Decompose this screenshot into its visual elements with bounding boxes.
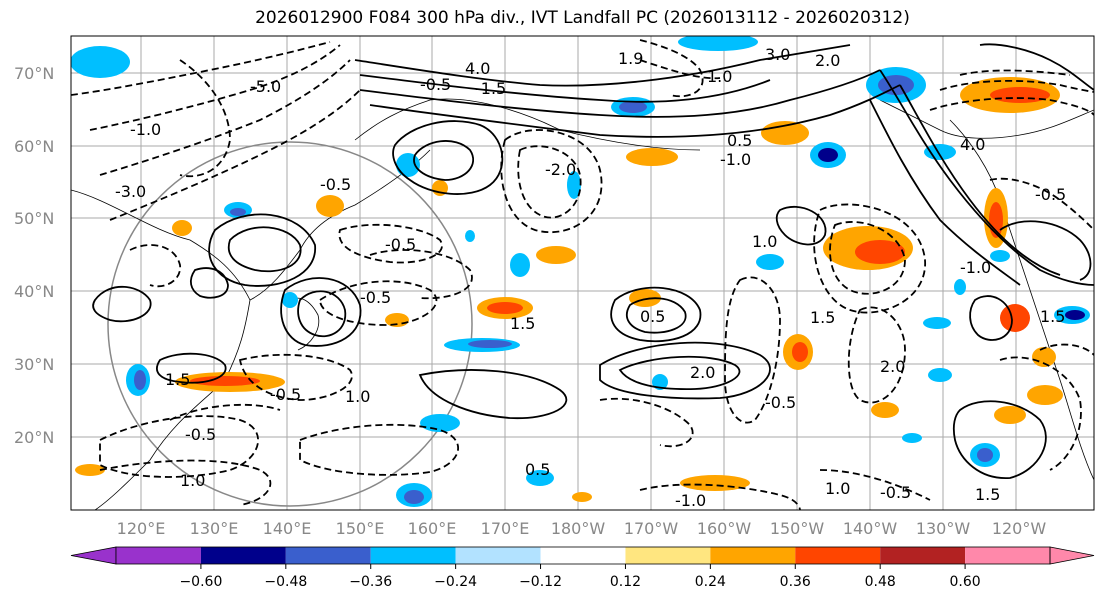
contour-label: 1.5	[510, 314, 535, 333]
lat-label: 30°N	[14, 355, 54, 374]
latitude-axis: 70°N 60°N 50°N 40°N 30°N 20°N	[14, 64, 54, 447]
contour-label: 1.5	[975, 485, 1000, 504]
colorbar-extend-max	[1049, 546, 1095, 565]
contour-label: 3.0	[765, 45, 790, 64]
colorbar-tick-label: −0.24	[434, 574, 477, 590]
contour-label: -0.5	[185, 425, 216, 444]
contour-label: -0.5	[385, 235, 416, 254]
colorbar-segment	[710, 547, 796, 564]
contour-label: 4.0	[465, 59, 490, 78]
colorbar-ticks: −0.60 −0.48 −0.36 −0.24 −0.12 0.12 0.24 0.36 0.4…	[179, 564, 981, 590]
contour-label: -0.5	[1035, 185, 1066, 204]
colorbar-tick-label: −0.60	[179, 574, 222, 590]
colorbar-segment	[880, 547, 966, 564]
negative-divergence-fills	[71, 36, 1090, 507]
contour-label: -3.0	[115, 182, 146, 201]
contour-label: 2.0	[815, 51, 840, 70]
contour-label: -2.0	[545, 160, 576, 179]
contour-label: -1.0	[960, 258, 991, 277]
lon-label: 120°W	[992, 519, 1047, 538]
lat-label: 20°N	[14, 428, 54, 447]
colorbar-tick-label: 0.60	[950, 574, 981, 590]
contour-label: -5.0	[250, 77, 281, 96]
colorbar-segment	[116, 547, 201, 564]
contour-label: 1.0	[180, 471, 205, 490]
colorbar-segment	[625, 547, 711, 564]
contour-label: -1.0	[675, 491, 706, 510]
map-title: 2026012900 F084 300 hPa div., IVT Landfa…	[255, 8, 910, 28]
lon-label: 160°W	[697, 519, 752, 538]
contour-label: 1.0	[707, 67, 732, 86]
colorbar-tick-label: 0.36	[780, 574, 811, 590]
colorbar-segment	[965, 547, 1050, 564]
contour-label: 2.0	[880, 357, 905, 376]
negative-contours	[71, 39, 1094, 510]
contour-label: -0.5	[420, 75, 451, 94]
contour-label: 2.0	[690, 363, 715, 382]
map-border	[70, 35, 1095, 511]
contour-label: 1.0	[345, 387, 370, 406]
contour-label: -0.5	[360, 288, 391, 307]
contour-label: -1.0	[720, 150, 751, 169]
lon-label: 130°E	[190, 519, 239, 538]
contour-label: 1.9	[618, 49, 643, 68]
colorbar-segment	[795, 547, 881, 564]
contour-label: -1.5	[475, 79, 506, 98]
colorbar-tick-label: 0.12	[610, 574, 641, 590]
contour-label: 1.0	[752, 232, 777, 251]
lon-label: 130°W	[916, 519, 971, 538]
colorbar-segment	[540, 547, 626, 564]
longitude-axis: 120°E 130°E 140°E 150°E 160°E 170°E 180°…	[117, 519, 1047, 538]
contour-label: -0.5	[320, 175, 351, 194]
lon-label: 150°W	[770, 519, 825, 538]
contour-label: 0.5	[640, 307, 665, 326]
colorbar-tick-label: −0.12	[519, 574, 562, 590]
colorbar-extend-min	[70, 546, 117, 565]
lon-label: 170°E	[481, 519, 530, 538]
contour-label: 1.0	[825, 479, 850, 498]
colorbar-segment	[200, 547, 286, 564]
contour-label: -0.5	[880, 483, 911, 502]
landfall-radius-circle	[107, 141, 473, 507]
contour-label: 0.5	[727, 131, 752, 150]
lon-label: 140°E	[263, 519, 312, 538]
lat-label: 50°N	[14, 209, 54, 228]
lon-label: 180°W	[551, 519, 606, 538]
colorbar-segment	[370, 547, 456, 564]
lon-label: 160°E	[408, 519, 457, 538]
contour-label: -0.5	[765, 393, 796, 412]
graticule	[71, 36, 1094, 510]
lon-label: 150°E	[336, 519, 385, 538]
contour-label: -0.5	[270, 385, 301, 404]
colorbar-border	[115, 546, 1051, 565]
contour-label: -1.0	[130, 120, 161, 139]
positive-contours	[92, 43, 1094, 479]
colorbar-segment	[285, 547, 371, 564]
map-content: 3.0 2.0 1.0 1.9 4.0 -0.5 -1.5 -1.0 -5.0 …	[71, 36, 1094, 510]
colorbar-tick-label: 0.24	[695, 574, 726, 590]
contour-labels: 3.0 2.0 1.0 1.9 4.0 -0.5 -1.5 -1.0 -5.0 …	[115, 45, 1066, 510]
coastlines	[71, 98, 1094, 510]
contour-label: 1.5	[165, 370, 190, 389]
positive-divergence-fills	[75, 77, 1063, 502]
contour-label: 1.5	[810, 308, 835, 327]
contour-label: 0.5	[525, 460, 550, 479]
lat-label: 60°N	[14, 137, 54, 156]
colorbar: −0.60 −0.48 −0.36 −0.24 −0.12 0.12 0.24 0.36 0.4…	[70, 546, 1095, 590]
lon-label: 120°E	[117, 519, 166, 538]
contour-label: 1.5	[1040, 307, 1065, 326]
colorbar-segments	[70, 546, 1095, 565]
contour-label: 4.0	[960, 135, 985, 154]
colorbar-tick-label: −0.48	[264, 574, 307, 590]
lon-label: 140°W	[843, 519, 898, 538]
lat-label: 70°N	[14, 64, 54, 83]
colorbar-segment	[455, 547, 541, 564]
colorbar-tick-label: 0.48	[865, 574, 896, 590]
colorbar-tick-label: −0.36	[349, 574, 392, 590]
lat-label: 40°N	[14, 282, 54, 301]
lon-label: 170°W	[624, 519, 679, 538]
